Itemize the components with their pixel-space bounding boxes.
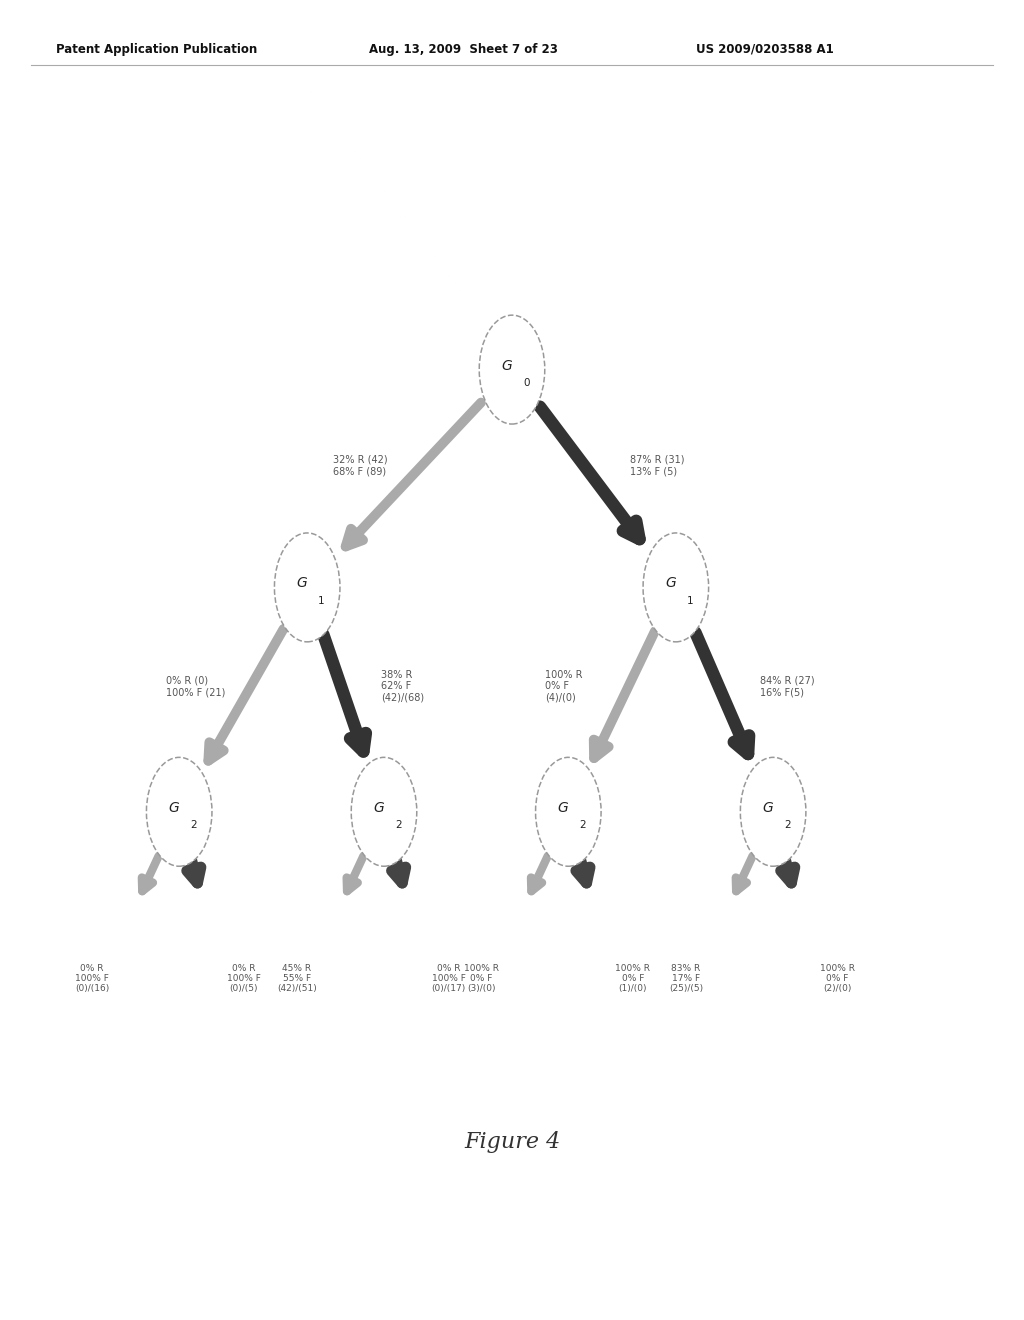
Text: G: G [502,359,512,372]
Text: 0% R
100% F
(0)/(17): 0% R 100% F (0)/(17) [431,964,466,994]
Text: Figure 4: Figure 4 [464,1131,560,1152]
Text: G: G [666,577,676,590]
Text: G: G [297,577,307,590]
Ellipse shape [740,758,806,866]
Text: 1: 1 [318,595,325,606]
Ellipse shape [351,758,417,866]
Text: 2: 2 [395,820,401,830]
Text: 2: 2 [190,820,197,830]
Text: US 2009/0203588 A1: US 2009/0203588 A1 [696,42,835,55]
Text: 100% R
0% F
(2)/(0): 100% R 0% F (2)/(0) [820,964,855,994]
Text: 83% R
17% F
(25)/(5): 83% R 17% F (25)/(5) [669,964,703,994]
Text: 2: 2 [784,820,791,830]
Text: 87% R (31)
13% F (5): 87% R (31) 13% F (5) [630,454,684,477]
Text: 84% R (27)
16% F(5): 84% R (27) 16% F(5) [760,676,815,697]
Text: 0% R
100% F
(0)/(5): 0% R 100% F (0)/(5) [226,964,261,994]
Text: 32% R (42)
68% F (89): 32% R (42) 68% F (89) [333,454,387,477]
Text: 100% R
0% F
(3)/(0): 100% R 0% F (3)/(0) [464,964,499,994]
Text: 0: 0 [523,378,529,388]
Text: 45% R
55% F
(42)/(51): 45% R 55% F (42)/(51) [278,964,316,994]
Text: 38% R
62% F
(42)/(68): 38% R 62% F (42)/(68) [382,669,425,704]
Text: 0% R (0)
100% F (21): 0% R (0) 100% F (21) [166,676,225,697]
Ellipse shape [536,758,601,866]
Ellipse shape [479,315,545,424]
Text: G: G [558,801,568,814]
Text: 100% R
0% F
(1)/(0): 100% R 0% F (1)/(0) [615,964,650,994]
Text: G: G [374,801,384,814]
Text: 100% R
0% F
(4)/(0): 100% R 0% F (4)/(0) [546,669,583,704]
Text: Patent Application Publication: Patent Application Publication [56,42,258,55]
Ellipse shape [274,533,340,642]
Text: G: G [763,801,773,814]
Text: 1: 1 [687,595,693,606]
Ellipse shape [643,533,709,642]
Text: 2: 2 [580,820,586,830]
Text: 0% R
100% F
(0)/(16): 0% R 100% F (0)/(16) [75,964,110,994]
Text: G: G [169,801,179,814]
Ellipse shape [146,758,212,866]
Text: Aug. 13, 2009  Sheet 7 of 23: Aug. 13, 2009 Sheet 7 of 23 [369,42,557,55]
